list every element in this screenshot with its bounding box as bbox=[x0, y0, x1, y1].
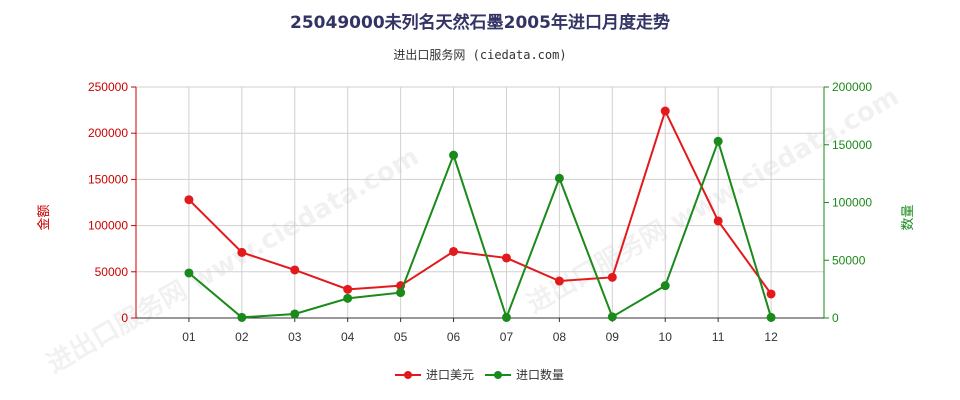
data-point bbox=[766, 312, 776, 322]
x-tick-label: 01 bbox=[182, 330, 196, 344]
data-point bbox=[290, 265, 300, 275]
x-tick-label: 04 bbox=[341, 330, 355, 344]
data-point bbox=[554, 173, 564, 183]
legend-marker bbox=[404, 371, 412, 379]
data-point bbox=[343, 284, 353, 294]
right-tick-label: 200000 bbox=[832, 80, 872, 94]
x-tick-label: 07 bbox=[500, 330, 514, 344]
data-point bbox=[449, 150, 459, 160]
left-tick-label: 150000 bbox=[88, 172, 128, 186]
legend-label: 进口美元 bbox=[426, 368, 474, 382]
x-tick-label: 09 bbox=[606, 330, 620, 344]
left-tick-label: 50000 bbox=[95, 265, 129, 279]
data-point bbox=[290, 309, 300, 319]
left-tick-label: 0 bbox=[121, 311, 128, 325]
x-tick-label: 06 bbox=[447, 330, 461, 344]
data-point bbox=[713, 216, 723, 226]
x-tick-label: 08 bbox=[553, 330, 567, 344]
right-tick-label: 50000 bbox=[832, 253, 866, 267]
left-tick-label: 250000 bbox=[88, 80, 128, 94]
legend-marker bbox=[494, 371, 502, 379]
x-tick-label: 03 bbox=[288, 330, 302, 344]
legend-label: 进口数量 bbox=[516, 367, 564, 382]
right-axis-label: 数量 bbox=[901, 204, 916, 230]
right-tick-label: 0 bbox=[832, 311, 839, 325]
data-point bbox=[449, 246, 459, 256]
right-tick-label: 150000 bbox=[832, 138, 872, 152]
data-point bbox=[660, 281, 670, 291]
series-line bbox=[188, 108, 772, 295]
data-point bbox=[713, 136, 723, 146]
series-line bbox=[188, 138, 773, 321]
x-tick-label: 11 bbox=[712, 330, 725, 344]
x-tick-label: 12 bbox=[764, 330, 778, 344]
left-tick-label: 100000 bbox=[88, 219, 128, 233]
left-tick-label: 200000 bbox=[88, 126, 128, 140]
data-point bbox=[501, 253, 511, 263]
chart-subtitle: 进出口服务网 (ciedata.com) bbox=[393, 48, 567, 62]
data-point bbox=[607, 312, 617, 322]
x-tick-label: 02 bbox=[235, 330, 249, 344]
left-axis-label: 金额 bbox=[36, 204, 52, 230]
data-point bbox=[766, 289, 776, 299]
data-point bbox=[184, 195, 194, 205]
data-point bbox=[396, 288, 406, 298]
data-point bbox=[660, 106, 670, 116]
x-tick-label: 10 bbox=[659, 330, 673, 344]
data-point bbox=[554, 276, 564, 286]
x-tick-label: 05 bbox=[394, 330, 408, 344]
chart-title: 25049000未列名天然石墨2005年进口月度走势 bbox=[290, 13, 670, 33]
data-point bbox=[501, 312, 511, 322]
data-point bbox=[237, 312, 247, 322]
data-point bbox=[607, 272, 617, 282]
data-point bbox=[237, 247, 247, 257]
data-point bbox=[343, 293, 353, 303]
right-tick-label: 100000 bbox=[832, 196, 872, 210]
plot-frame bbox=[135, 86, 825, 319]
data-point bbox=[184, 268, 194, 278]
